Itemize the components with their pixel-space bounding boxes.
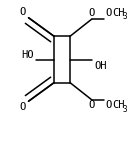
- Text: 3: 3: [123, 105, 127, 114]
- Text: O: O: [89, 101, 95, 111]
- Text: O: O: [19, 7, 25, 17]
- Text: HO: HO: [21, 49, 34, 59]
- Text: O: O: [19, 102, 25, 112]
- Text: O: O: [106, 8, 112, 18]
- Text: CH: CH: [112, 8, 124, 18]
- Text: O: O: [89, 8, 95, 18]
- Text: CH: CH: [112, 101, 124, 111]
- Text: O: O: [106, 101, 112, 111]
- Text: OH: OH: [94, 61, 107, 71]
- Text: 3: 3: [123, 12, 127, 21]
